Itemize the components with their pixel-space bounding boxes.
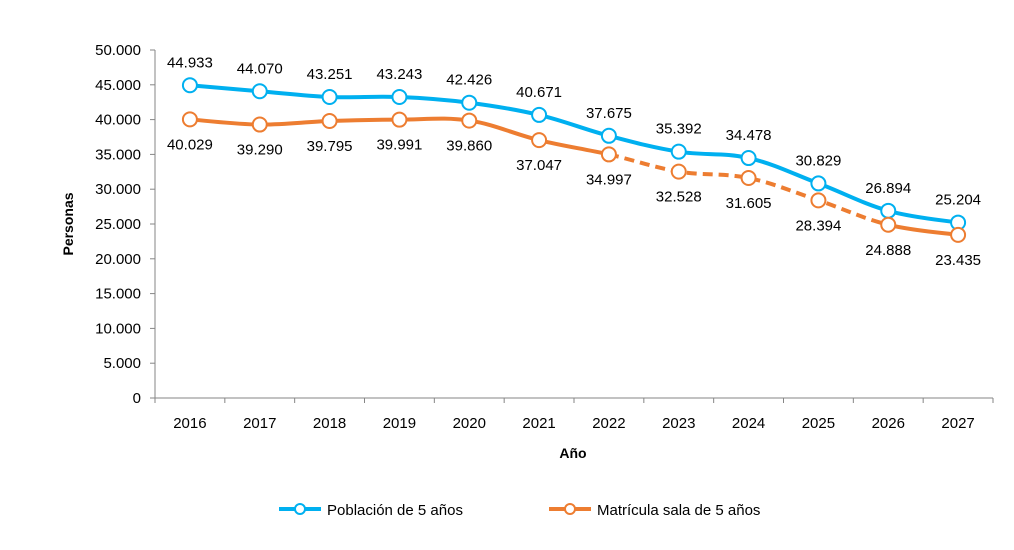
data-label: 39.795: [307, 138, 353, 155]
x-tick-label: 2023: [662, 415, 695, 432]
series-line-dashed: [608, 152, 889, 227]
legend-marker-matricula: [564, 503, 576, 515]
y-tick-label: 20.000: [95, 251, 141, 268]
legend-label-poblacion: Población de 5 años: [327, 502, 463, 519]
x-tick-label: 2022: [592, 415, 625, 432]
x-tick-label: 2016: [173, 415, 206, 432]
x-axis: 2016 2017 2018 2019 2020 2021 2022 2023 2024 2025…: [154, 397, 994, 432]
data-label: 24.888: [865, 242, 911, 259]
x-tick-label: 2020: [453, 415, 486, 432]
series-1: [181, 111, 967, 243]
data-label: 34.478: [726, 127, 772, 144]
x-tick-label: 2026: [872, 415, 905, 432]
data-label: 26.894: [865, 180, 911, 197]
data-point[interactable]: [950, 226, 967, 243]
data-label: 31.605: [726, 195, 772, 212]
y-tick-label: 5.000: [103, 355, 141, 372]
data-point[interactable]: [181, 111, 198, 128]
y-tick-label: 45.000: [95, 77, 141, 94]
data-point[interactable]: [810, 192, 827, 209]
data-label: 30.829: [795, 152, 841, 169]
data-point[interactable]: [391, 89, 408, 106]
y-tick-label: 50.000: [95, 42, 141, 59]
data-point[interactable]: [670, 163, 687, 180]
data-point[interactable]: [461, 112, 478, 129]
y-tick-label: 0: [133, 390, 141, 407]
data-label: 23.435: [935, 252, 981, 269]
y-axis-title: Personas: [60, 192, 76, 255]
data-point[interactable]: [321, 88, 338, 105]
x-tick-label: 2021: [522, 415, 555, 432]
x-tick-label: 2018: [313, 415, 346, 432]
data-point[interactable]: [880, 202, 897, 219]
data-label: 39.290: [237, 142, 283, 159]
data-label: 44.933: [167, 54, 213, 71]
data-label: 37.675: [586, 105, 632, 122]
x-tick-label: 2027: [941, 415, 974, 432]
data-label: 39.860: [446, 138, 492, 155]
data-point[interactable]: [531, 106, 548, 123]
data-point[interactable]: [321, 113, 338, 130]
data-point[interactable]: [600, 127, 617, 144]
series-line-solid: [887, 222, 959, 237]
data-point[interactable]: [600, 146, 617, 163]
legend-label-matricula: Matrícula sala de 5 años: [597, 502, 760, 519]
x-axis-title: Año: [559, 445, 586, 461]
data-point[interactable]: [531, 132, 548, 149]
data-label: 40.029: [167, 136, 213, 153]
data-label: 37.047: [516, 157, 562, 174]
data-label: 44.070: [237, 60, 283, 77]
x-tick-label: 2025: [802, 415, 835, 432]
legend-item-poblacion[interactable]: Población de 5 años: [279, 502, 463, 519]
data-point[interactable]: [251, 83, 268, 100]
y-tick-label: 35.000: [95, 146, 141, 163]
y-tick-label: 25.000: [95, 216, 141, 233]
y-tick-label: 30.000: [95, 181, 141, 198]
data-point[interactable]: [740, 170, 757, 187]
series-line: [189, 83, 959, 225]
data-labels: 44.933 44.070 43.251 43.243 42.426 40.671 37.6…: [167, 54, 981, 269]
series-layer: [181, 77, 967, 243]
y-axis: 0 5.000 10.000 15.000 20.000 25.000 30.000 35.0…: [95, 42, 156, 407]
data-label: 43.243: [376, 66, 422, 83]
data-point[interactable]: [251, 116, 268, 133]
y-tick-label: 15.000: [95, 286, 141, 303]
data-point[interactable]: [880, 216, 897, 233]
legend-item-matricula[interactable]: Matrícula sala de 5 años: [549, 502, 760, 519]
y-tick-label: 40.000: [95, 112, 141, 129]
data-label: 28.394: [795, 217, 841, 234]
data-label: 40.671: [516, 84, 562, 101]
x-tick-label: 2017: [243, 415, 276, 432]
data-label: 32.528: [656, 189, 702, 206]
data-point[interactable]: [670, 143, 687, 160]
legend: Población de 5 años Matrícula sala de 5 …: [279, 502, 760, 519]
data-label: 35.392: [656, 121, 702, 138]
data-point[interactable]: [391, 111, 408, 128]
data-point[interactable]: [740, 150, 757, 167]
data-label: 34.997: [586, 171, 632, 188]
y-tick-label: 10.000: [95, 320, 141, 337]
data-label: 42.426: [446, 72, 492, 89]
data-point[interactable]: [810, 175, 827, 192]
x-tick-label: 2019: [383, 415, 416, 432]
series-0: [181, 77, 967, 231]
data-point[interactable]: [181, 77, 198, 94]
data-point[interactable]: [461, 94, 478, 111]
legend-marker-poblacion: [294, 503, 306, 515]
x-tick-label: 2024: [732, 415, 765, 432]
data-label: 25.204: [935, 192, 981, 209]
data-label: 43.251: [307, 66, 353, 83]
data-label: 39.991: [376, 137, 422, 154]
